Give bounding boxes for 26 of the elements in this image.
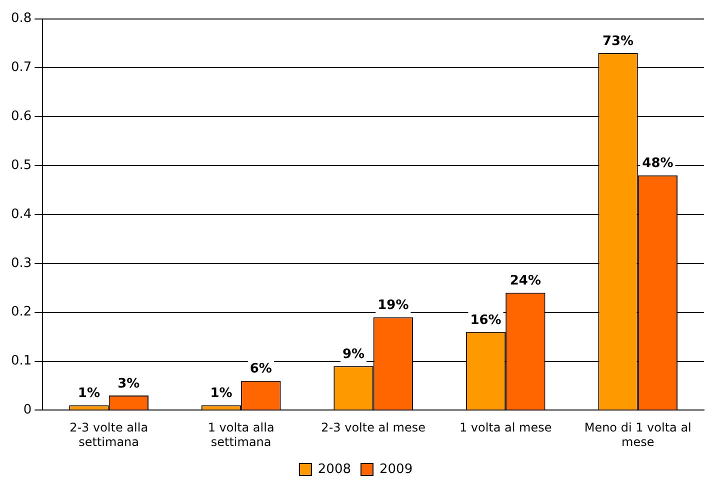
x-tick-label: 2-3 volte alla settimana	[70, 420, 148, 449]
x-tick-label: 1 volta alla settimana	[208, 420, 274, 449]
y-tick-label: 0.3	[10, 256, 32, 271]
y-tick-label: 0.6	[10, 109, 32, 124]
data-label: 19%	[378, 298, 409, 314]
data-label: 48%	[642, 156, 674, 172]
legend-label: 2008	[318, 462, 352, 477]
x-tick-label: 1 volta al mese	[459, 420, 552, 435]
y-tick-label: 0.1	[10, 354, 32, 369]
data-label: 24%	[510, 274, 542, 289]
y-tick-label: 0.8	[10, 11, 32, 26]
data-label: 1%	[210, 386, 232, 402]
legend-label: 2009	[380, 462, 413, 477]
y-tick-label: 0.2	[10, 304, 32, 320]
data-label: 6%	[250, 362, 272, 377]
data-label: 3%	[118, 376, 140, 392]
data-label: 73%	[602, 34, 634, 49]
y-tick-label: 0.4	[10, 206, 32, 222]
x-tick-label: 2-3 volte al mese	[321, 420, 426, 435]
data-label: 1%	[78, 386, 100, 402]
y-tick-label: 0.7	[10, 60, 32, 76]
data-label: 9%	[342, 347, 365, 362]
data-label: 16%	[470, 312, 502, 328]
x-tick-label: Meno di 1 volta al mese	[584, 420, 692, 449]
y-tick-label: 0	[23, 402, 32, 418]
y-tick-label: 0.5	[10, 158, 32, 173]
